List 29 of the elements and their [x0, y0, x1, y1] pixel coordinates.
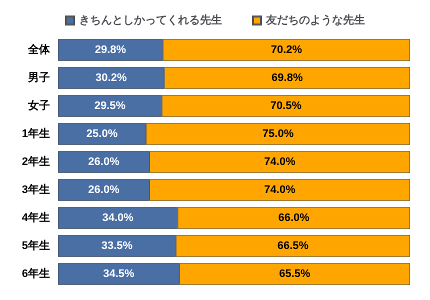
y-tick-label: 2年生	[22, 155, 50, 168]
legend-label: 友だちのような先生	[265, 14, 365, 26]
data-label: 69.8%	[272, 72, 303, 84]
data-label: 29.8%	[94, 44, 126, 56]
data-label: 70.2%	[270, 44, 302, 56]
data-label: 66.0%	[278, 212, 310, 224]
y-tick-label: 4年生	[22, 211, 50, 224]
y-tick-label: 6年生	[22, 267, 50, 280]
y-tick-label: 全体	[27, 43, 51, 56]
data-label: 34.5%	[103, 268, 135, 280]
data-label: 33.5%	[101, 240, 133, 252]
y-tick-label: 女子	[27, 99, 50, 112]
y-tick-label: 5年生	[22, 239, 50, 252]
data-label: 74.0%	[264, 156, 296, 168]
y-tick-label: 3年生	[22, 183, 50, 196]
data-label: 75.0%	[262, 128, 294, 140]
y-tick-label: 1年生	[22, 127, 50, 140]
data-label: 29.5%	[94, 100, 126, 112]
data-label: 26.0%	[88, 184, 120, 196]
data-label: 30.2%	[96, 72, 127, 84]
data-label: 65.5%	[279, 268, 311, 280]
data-label: 66.5%	[277, 240, 309, 252]
data-label: 26.0%	[88, 156, 120, 168]
data-label: 74.0%	[264, 184, 296, 196]
data-label: 34.0%	[102, 212, 134, 224]
data-label: 70.5%	[270, 100, 302, 112]
legend-label: きちんとしかってくれる先生	[79, 14, 222, 26]
y-tick-label: 男子	[27, 72, 50, 84]
data-label: 25.0%	[86, 128, 118, 140]
